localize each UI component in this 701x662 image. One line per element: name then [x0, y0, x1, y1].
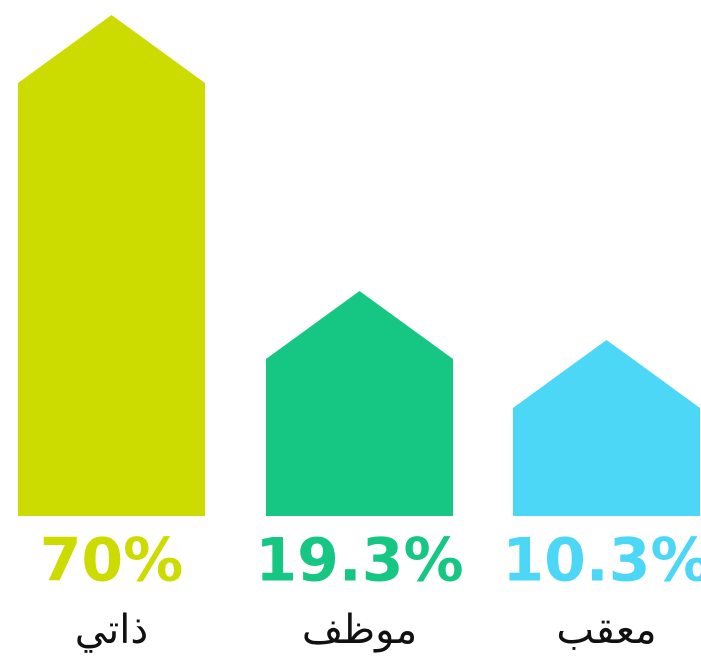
category-label: موظف: [302, 607, 417, 653]
bar: [513, 339, 700, 516]
category-label: ذاتي: [75, 607, 148, 653]
value-label: 19.3%: [255, 526, 463, 596]
bar: [18, 15, 205, 516]
bar: [266, 290, 453, 516]
value-label: 10.3%: [502, 526, 701, 596]
value-label: 70%: [40, 526, 184, 596]
category-label: معقب: [556, 607, 656, 653]
